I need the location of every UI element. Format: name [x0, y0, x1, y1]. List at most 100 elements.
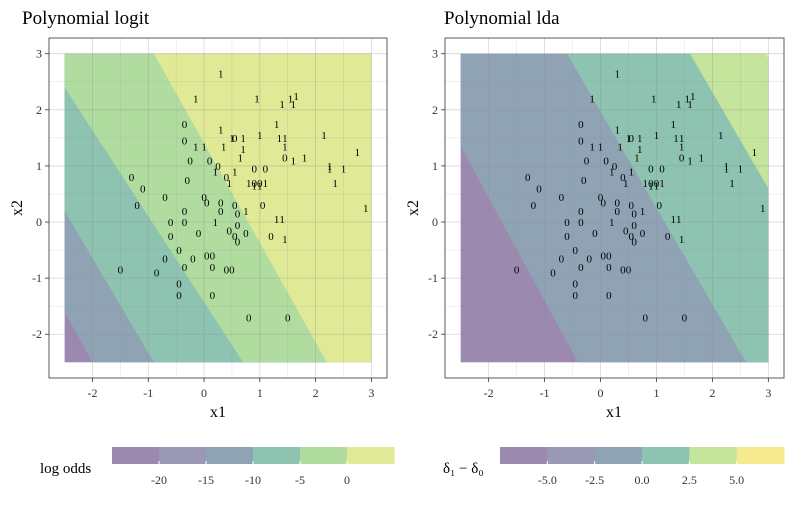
- data-point-label: 0: [182, 206, 188, 218]
- data-point-label: 1: [637, 133, 643, 145]
- y-axis-ticks: -2 -1 0 1 2 3: [32, 47, 49, 341]
- legend-tick-label: -20: [151, 473, 167, 487]
- data-point-label: 0: [536, 183, 542, 195]
- legend-title: δ₁ − δ₀: [443, 461, 484, 477]
- data-point-label: 1: [240, 144, 246, 156]
- data-point-label: 0: [168, 217, 174, 229]
- plot-border: [48, 37, 388, 379]
- data-point-label: 1: [617, 141, 623, 153]
- data-point-label: 1: [212, 167, 218, 179]
- region-level-4: [765, 53, 769, 60]
- data-point-label: 1: [279, 214, 285, 226]
- y-tick-label: -2: [32, 327, 42, 341]
- data-point-label: 0: [612, 161, 618, 173]
- data-point-label: 1: [327, 164, 333, 176]
- data-point-label: 1: [218, 125, 224, 137]
- x-tick-label: -2: [484, 386, 494, 400]
- data-point-label: 0: [246, 312, 252, 324]
- data-point-label: 0: [629, 133, 635, 145]
- data-point-label: 0: [204, 251, 210, 263]
- data-point-label: 0: [232, 200, 238, 212]
- legend-tick-label: 0.0: [635, 473, 650, 487]
- data-point-label: 0: [118, 265, 124, 277]
- data-point-label: 1: [684, 94, 690, 106]
- data-point-label: 0: [134, 200, 140, 212]
- data-point-label: 1: [676, 214, 682, 226]
- data-point-label: 0: [648, 164, 654, 176]
- data-point-label: 0: [559, 254, 565, 266]
- data-point-label: 0: [224, 172, 230, 184]
- data-point-label: 1: [193, 94, 199, 106]
- data-point-label: 1: [274, 119, 280, 131]
- x-tick-label: 3: [765, 386, 771, 400]
- data-point-label: 1: [254, 94, 260, 106]
- data-point-label: 0: [235, 237, 241, 249]
- y-tick-label: 0: [432, 215, 438, 229]
- data-point-label: 0: [210, 262, 216, 274]
- data-point-label: 0: [665, 231, 671, 243]
- data-point-label: 0: [606, 262, 612, 274]
- data-point-label: 1: [332, 178, 338, 190]
- data-point-label: 0: [531, 200, 537, 212]
- data-point-label: 1: [341, 164, 347, 176]
- region-level-3: [690, 53, 769, 189]
- data-point-label: 0: [578, 136, 584, 148]
- data-point-label: 0: [257, 178, 263, 190]
- data-point-label: 1: [718, 130, 724, 142]
- legend-tick-label: -5: [295, 473, 305, 487]
- data-point-label: 1: [637, 144, 643, 156]
- legend-swatch: [594, 447, 643, 464]
- data-point-label: 1: [634, 153, 640, 165]
- data-point-label: 1: [679, 133, 685, 145]
- data-point-label: 0: [601, 197, 607, 209]
- data-point-label: 0: [235, 209, 241, 221]
- legend-swatch: [736, 447, 785, 464]
- y-tick-label: 3: [432, 47, 438, 61]
- data-point-label: 1: [229, 133, 235, 145]
- data-point-label: 1: [654, 181, 660, 193]
- data-point-label: 0: [606, 251, 612, 263]
- data-point-label: 0: [243, 228, 249, 240]
- y-tick-label: -1: [428, 271, 438, 285]
- data-point-label: 0: [559, 192, 565, 204]
- data-point-label: 0: [185, 175, 191, 187]
- region-level-2: [567, 53, 769, 363]
- data-point-label: 0: [659, 164, 665, 176]
- data-point-label: 0: [606, 290, 612, 302]
- data-point-label: 0: [232, 231, 238, 243]
- data-point-label: 0: [631, 237, 637, 249]
- data-point-label: 0: [140, 183, 146, 195]
- data-point-label: 0: [182, 136, 188, 148]
- data-point-label: 0: [226, 225, 232, 237]
- legend-swatch: [642, 447, 690, 464]
- data-point-label: 1: [589, 141, 595, 153]
- data-point-label: 1: [282, 141, 288, 153]
- legend-discriminant: δ₁ − δ₀ -5.0 -2.5 0.0 2.5 5.0: [443, 447, 785, 487]
- data-point-label: 1: [274, 214, 280, 226]
- data-point-label: 1: [654, 130, 660, 142]
- panel-title: Polynomial lda: [444, 8, 560, 29]
- legend-tick-label: 2.5: [682, 473, 697, 487]
- data-point-label: 1: [724, 164, 730, 176]
- data-point-label: 0: [176, 279, 182, 291]
- y-tick-label: -1: [32, 271, 42, 285]
- data-point-label: 1: [240, 133, 246, 145]
- legend-tick-label: -10: [245, 473, 261, 487]
- data-point-label: 1: [659, 178, 665, 190]
- data-point-label: 0: [578, 217, 584, 229]
- data-point-label: 0: [263, 164, 269, 176]
- data-point-label: 1: [257, 181, 263, 193]
- data-point-label: 1: [218, 68, 224, 80]
- data-point-label: 0: [207, 155, 213, 167]
- data-point-label: 0: [578, 262, 584, 274]
- data-point-label: 1: [729, 178, 735, 190]
- data-point-label: 1: [246, 178, 252, 190]
- legend-tick-label: 5.0: [729, 473, 744, 487]
- legend-swatch: [206, 447, 254, 464]
- x-tick-label: 0: [598, 386, 604, 400]
- data-point-label: 0: [643, 312, 649, 324]
- data-point-label: 1: [673, 133, 679, 145]
- y-axis-ticks: -2 -1 0 1 2 3: [428, 47, 445, 341]
